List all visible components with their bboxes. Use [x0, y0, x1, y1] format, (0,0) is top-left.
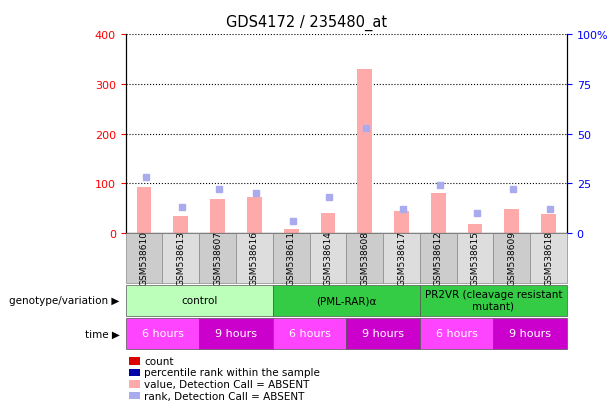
- Text: PR2VR (cleavage resistant
mutant): PR2VR (cleavage resistant mutant): [425, 290, 562, 311]
- Text: GSM538607: GSM538607: [213, 231, 222, 285]
- Bar: [273, 318, 346, 349]
- Bar: [321, 214, 335, 233]
- Text: value, Detection Call = ABSENT: value, Detection Call = ABSENT: [144, 379, 310, 389]
- Bar: [173, 216, 188, 233]
- Bar: [273, 285, 420, 316]
- Bar: [420, 233, 457, 283]
- Text: 6 hours: 6 hours: [142, 328, 183, 339]
- Bar: [431, 194, 446, 233]
- Bar: [493, 318, 567, 349]
- Bar: [199, 318, 273, 349]
- Bar: [126, 318, 199, 349]
- Text: GSM538613: GSM538613: [177, 231, 185, 285]
- Text: 6 hours: 6 hours: [289, 328, 330, 339]
- Text: GSM538618: GSM538618: [544, 231, 553, 285]
- Text: GDS4172 / 235480_at: GDS4172 / 235480_at: [226, 14, 387, 31]
- Bar: [420, 285, 567, 316]
- Bar: [394, 211, 409, 233]
- Text: genotype/variation ▶: genotype/variation ▶: [9, 295, 120, 306]
- Bar: [137, 188, 151, 233]
- Text: percentile rank within the sample: percentile rank within the sample: [144, 368, 320, 377]
- Bar: [493, 233, 530, 283]
- Bar: [236, 233, 273, 283]
- Text: time ▶: time ▶: [85, 328, 120, 339]
- Text: rank, Detection Call = ABSENT: rank, Detection Call = ABSENT: [144, 391, 305, 401]
- Bar: [357, 70, 372, 233]
- Bar: [383, 233, 420, 283]
- Text: GSM538612: GSM538612: [434, 231, 443, 285]
- Bar: [273, 233, 310, 283]
- Text: GSM538616: GSM538616: [250, 231, 259, 285]
- Bar: [346, 233, 383, 283]
- Text: 9 hours: 9 hours: [509, 328, 551, 339]
- Bar: [530, 233, 567, 283]
- Text: control: control: [181, 295, 218, 306]
- Bar: [199, 233, 236, 283]
- Bar: [247, 198, 262, 233]
- Bar: [126, 285, 273, 316]
- Text: GSM538615: GSM538615: [471, 231, 479, 285]
- Bar: [468, 224, 482, 233]
- Bar: [310, 233, 346, 283]
- Text: GSM538611: GSM538611: [287, 231, 295, 285]
- Text: GSM538614: GSM538614: [324, 231, 332, 285]
- Bar: [162, 233, 199, 283]
- Bar: [346, 318, 420, 349]
- Bar: [420, 318, 493, 349]
- Bar: [210, 199, 225, 233]
- Bar: [284, 229, 299, 233]
- Text: 6 hours: 6 hours: [436, 328, 478, 339]
- Text: 9 hours: 9 hours: [362, 328, 404, 339]
- Bar: [541, 214, 556, 233]
- Text: (PML-RAR)α: (PML-RAR)α: [316, 295, 376, 306]
- Text: GSM538608: GSM538608: [360, 231, 369, 285]
- Text: GSM538610: GSM538610: [140, 231, 148, 285]
- Bar: [504, 209, 519, 233]
- Text: GSM538609: GSM538609: [508, 231, 516, 285]
- Bar: [126, 233, 162, 283]
- Bar: [457, 233, 493, 283]
- Text: count: count: [144, 356, 173, 366]
- Text: GSM538617: GSM538617: [397, 231, 406, 285]
- Text: 9 hours: 9 hours: [215, 328, 257, 339]
